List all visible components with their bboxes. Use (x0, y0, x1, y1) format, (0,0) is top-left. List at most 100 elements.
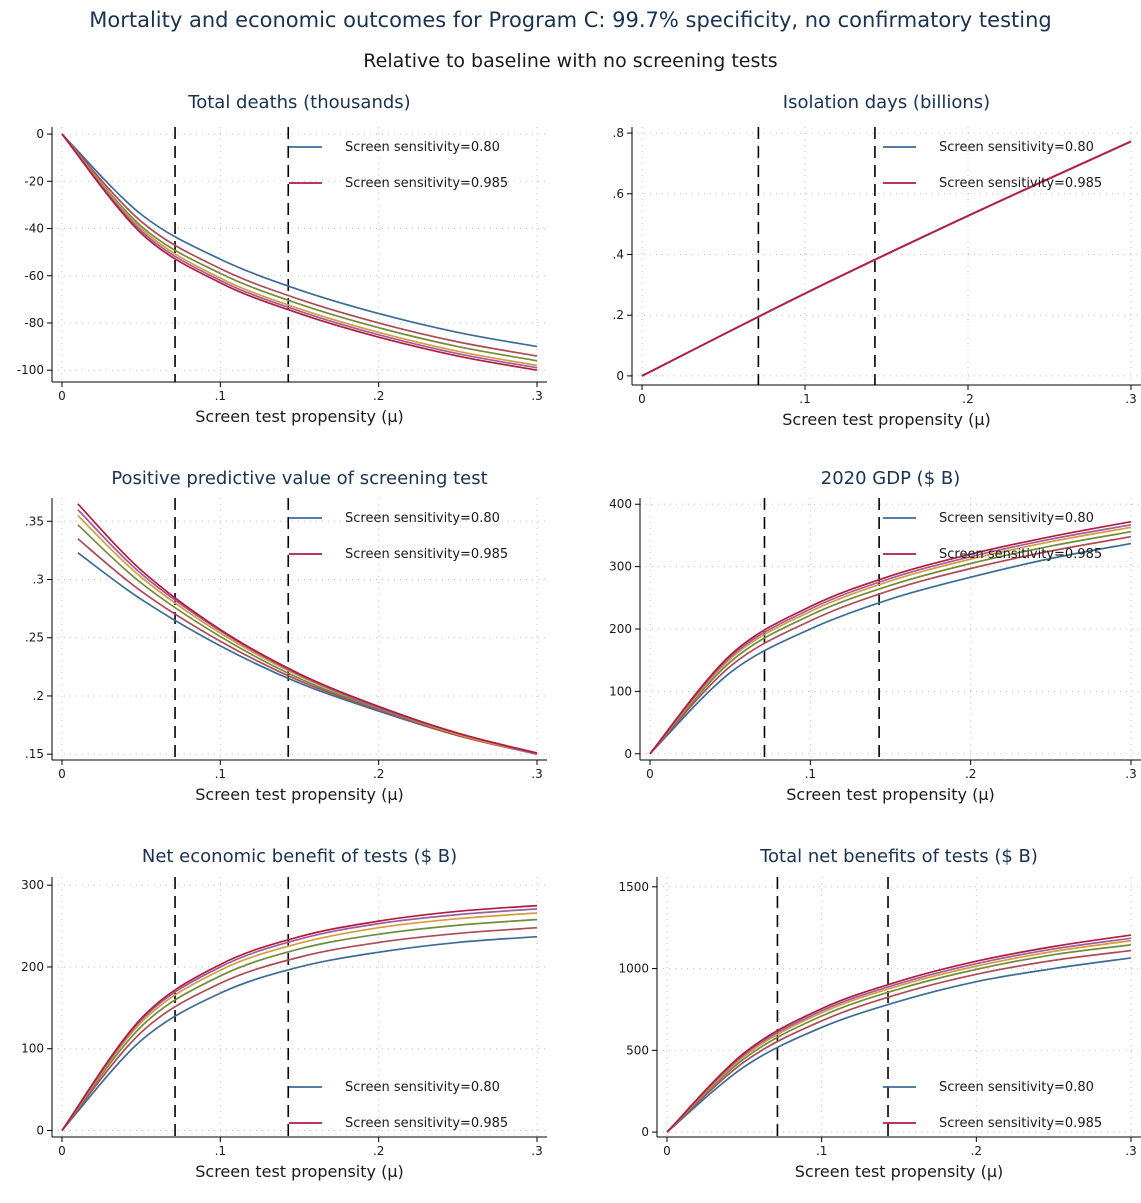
series-line-1 (649, 542, 1132, 755)
series-line-3 (666, 944, 1132, 1133)
x-tick-label: 0 (663, 1144, 671, 1158)
series-line-2 (649, 535, 1132, 755)
x-axis-label: Screen test propensity (μ) (195, 1162, 404, 1181)
y-tick-label: -100 (17, 363, 44, 377)
y-tick-label: .6 (613, 187, 624, 201)
series-line-6 (666, 934, 1132, 1133)
legend-label: Screen sensitivity=0.985 (345, 547, 508, 562)
series-line-5 (649, 523, 1132, 755)
y-tick-label: 0 (616, 369, 624, 383)
y-tick-label: .15 (25, 747, 44, 761)
figure-title: Mortality and economic outcomes for Prog… (89, 8, 1052, 32)
x-tick-label: .2 (971, 1144, 982, 1158)
series-line-2 (61, 133, 538, 357)
x-tick-label: .2 (962, 392, 973, 406)
y-tick-label: 500 (626, 1043, 649, 1057)
x-tick-label: .1 (799, 392, 810, 406)
x-tick-label: 0 (58, 389, 66, 403)
y-tick-label: 0 (36, 127, 44, 141)
x-tick-label: .1 (816, 1144, 827, 1158)
legend-label: Screen sensitivity=0.80 (345, 1080, 500, 1095)
x-tick-label: 0 (638, 392, 646, 406)
series-line-6 (649, 520, 1132, 755)
series-line-3 (61, 918, 538, 1131)
y-tick-label: .2 (613, 308, 624, 322)
y-tick-label: 100 (609, 684, 632, 698)
y-tick-label: -80 (24, 316, 44, 330)
series-line-1 (61, 935, 538, 1132)
series-line-2 (77, 538, 538, 756)
series-line-4 (77, 514, 538, 756)
x-tick-label: .2 (373, 1144, 384, 1158)
legend-label: Screen sensitivity=0.985 (939, 1116, 1102, 1131)
x-tick-label: .1 (215, 767, 226, 781)
y-tick-label: .8 (613, 126, 624, 140)
legend-label: Screen sensitivity=0.80 (939, 1080, 1094, 1095)
x-tick-label: .3 (531, 1144, 542, 1158)
x-tick-label: .2 (373, 767, 384, 781)
series-line-4 (666, 939, 1132, 1133)
x-tick-label: .1 (805, 767, 816, 781)
legend-label: Screen sensitivity=0.80 (939, 511, 1094, 526)
series-line-4 (649, 526, 1132, 755)
panel-title: Total net benefits of tests ($ B) (759, 846, 1038, 867)
y-tick-label: -20 (24, 174, 44, 188)
series-line-1 (666, 957, 1132, 1133)
y-tick-label: 0 (36, 1123, 44, 1137)
chart-panel-3: Positive predictive value of screening t… (25, 468, 547, 804)
x-tick-label: .3 (1125, 767, 1136, 781)
x-tick-label: .1 (215, 1144, 226, 1158)
chart-panel-6: Total net benefits of tests ($ B) 0 .1 .2 .3… (618, 846, 1141, 1181)
x-tick-label: .3 (1125, 1144, 1136, 1158)
y-tick-label: .2 (33, 689, 44, 703)
x-tick-label: 0 (58, 767, 66, 781)
x-tick-label: 0 (58, 1144, 66, 1158)
y-tick-label: 1500 (618, 880, 649, 894)
series-line-2 (666, 949, 1132, 1133)
y-tick-label: 0 (641, 1125, 649, 1139)
chart-panel-5: Net economic benefit of tests ($ B) 0 .1 .2… (21, 846, 547, 1181)
panel-title: Total deaths (thousands) (187, 92, 410, 113)
series-line-5 (61, 908, 538, 1131)
series-line-5 (666, 937, 1132, 1133)
y-tick-label: .4 (613, 247, 624, 261)
legend-label: Screen sensitivity=0.985 (939, 547, 1102, 562)
series-line-4 (61, 133, 538, 367)
panel-title: Positive predictive value of screening t… (111, 468, 487, 489)
x-tick-label: .2 (965, 767, 976, 781)
panel-title: 2020 GDP ($ B) (821, 468, 960, 489)
x-axis-label: Screen test propensity (μ) (786, 785, 995, 804)
x-axis-label: Screen test propensity (μ) (782, 410, 991, 429)
y-tick-label: 300 (609, 560, 632, 574)
series-line-6 (61, 904, 538, 1131)
series-line-3 (61, 133, 538, 362)
series-line-1 (77, 552, 538, 756)
panel-title: Isolation days (billions) (783, 92, 990, 113)
x-axis-label: Screen test propensity (μ) (195, 785, 404, 804)
legend-label: Screen sensitivity=0.985 (939, 176, 1102, 191)
x-axis-label: Screen test propensity (μ) (795, 1162, 1004, 1181)
y-tick-label: .3 (33, 573, 44, 587)
y-tick-label: 400 (609, 497, 632, 511)
legend-label: Screen sensitivity=0.985 (345, 176, 508, 191)
series-line-4 (61, 912, 538, 1131)
x-tick-label: .1 (215, 389, 226, 403)
legend-label: Screen sensitivity=0.80 (939, 140, 1094, 155)
y-tick-label: 200 (21, 960, 44, 974)
y-tick-label: .35 (25, 514, 44, 528)
x-axis-label: Screen test propensity (μ) (195, 407, 404, 426)
series-line-2 (61, 926, 538, 1131)
y-tick-label: 300 (21, 878, 44, 892)
y-tick-label: .25 (25, 631, 44, 645)
series-line-6 (77, 503, 538, 754)
y-tick-label: -40 (24, 222, 44, 236)
series-line-6 (61, 133, 538, 372)
chart-panel-1: Total deaths (thousands) 0 .1 .2 .3 0 -20 -40 -6… (17, 92, 547, 426)
y-tick-label: 100 (21, 1042, 44, 1056)
x-tick-label: .3 (531, 389, 542, 403)
chart-panel-4: 2020 GDP ($ B) 0 .1 .2 .3 0 100 200 300 400 Screen… (609, 468, 1141, 804)
x-tick-label: .3 (1125, 392, 1136, 406)
y-tick-label: -60 (24, 269, 44, 283)
panel-title: Net economic benefit of tests ($ B) (142, 846, 457, 867)
